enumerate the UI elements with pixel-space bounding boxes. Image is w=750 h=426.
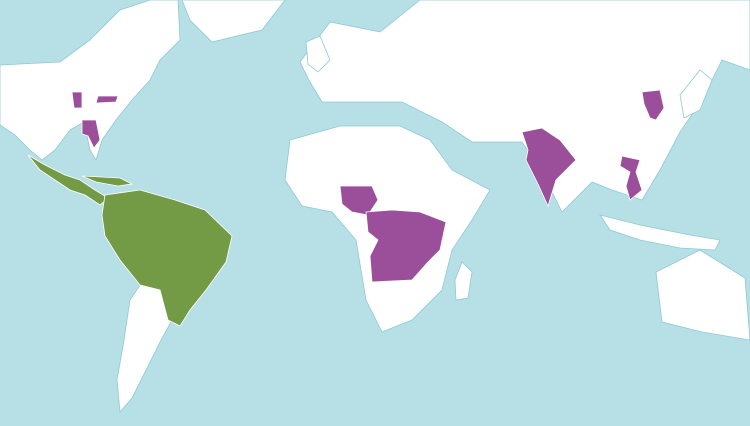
introduced-region-vietnam[interactable] [619,155,643,201]
native-region-caribbean[interactable] [81,175,134,187]
north-america[interactable] [0,0,181,161]
introduced-region-korea[interactable] [641,89,665,121]
native-region-south-america[interactable] [101,189,233,327]
introduced-region-central-africa[interactable] [365,209,447,283]
australia[interactable] [655,249,750,341]
japan[interactable] [679,69,713,119]
introduced-range [71,89,665,283]
eurasia[interactable] [299,0,750,213]
great-britain[interactable] [305,35,331,73]
native-range [27,154,233,327]
indonesia[interactable] [599,214,721,251]
madagascar[interactable] [454,261,473,301]
arctic-islands[interactable] [181,0,286,43]
introduced-region-us-northeast[interactable] [95,95,119,104]
introduced-region-us-southeast[interactable] [81,119,101,149]
introduced-region-us-midwest[interactable] [71,91,83,109]
introduced-region-india[interactable] [521,127,577,208]
